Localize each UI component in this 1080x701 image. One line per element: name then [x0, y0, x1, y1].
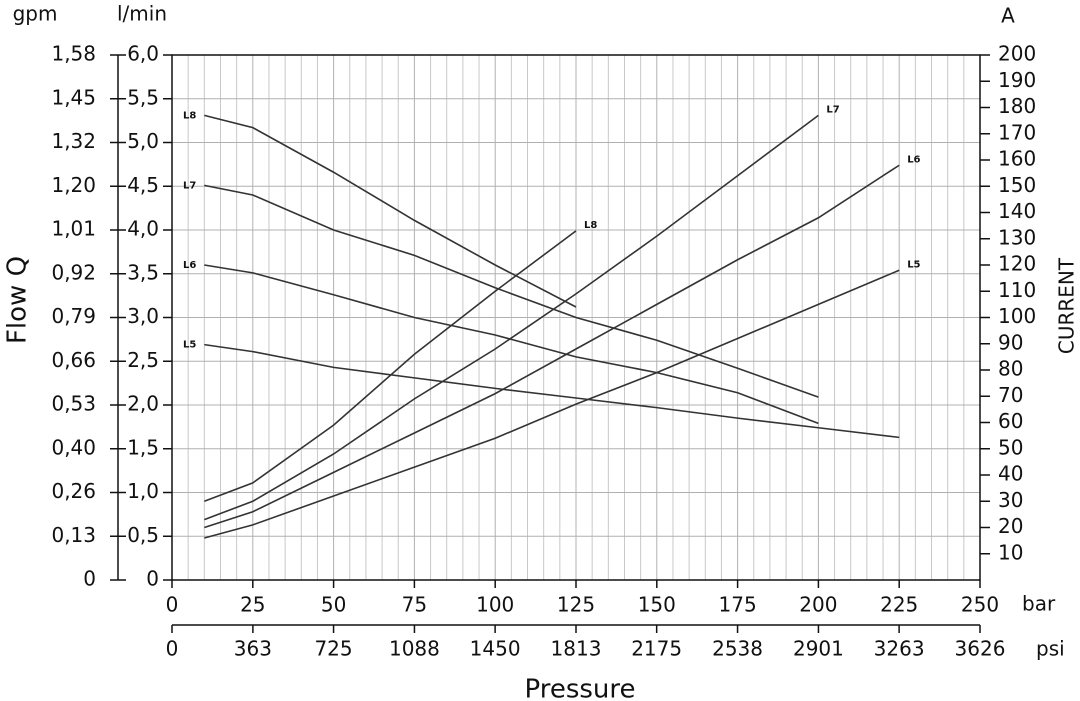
y-tick-label: 3,0 [127, 304, 159, 328]
psi-tick-label: 3626 [955, 637, 1006, 661]
x-tick-label: 75 [402, 593, 427, 617]
y2-tick-label: 70 [998, 383, 1023, 407]
y2-tick-label: 80 [998, 357, 1023, 381]
series-line [204, 343, 900, 439]
y2-tick-label: 10 [998, 540, 1023, 564]
series-line [204, 264, 819, 425]
y-tick-label: 1,5 [127, 435, 159, 459]
psi-tick-label: 2538 [712, 637, 763, 661]
bar-unit: bar [1022, 592, 1056, 616]
psi-tick-label: 1450 [470, 637, 521, 661]
psi-tick-label: 363 [234, 637, 272, 661]
psi-tick-label: 3263 [874, 637, 925, 661]
y2-tick-label: 130 [998, 225, 1036, 249]
series-label: L6 [907, 154, 920, 165]
gpm-tick-label: 1,01 [51, 217, 96, 241]
series-line [204, 164, 900, 529]
gpm-tick-label: 0,13 [51, 523, 96, 547]
x-tick-label: 250 [961, 593, 999, 617]
gpm-tick-label: 1,20 [51, 173, 96, 197]
y2-tick-label: 50 [998, 435, 1023, 459]
y2-tick-label: 30 [998, 488, 1023, 512]
y-tick-label: 0 [146, 567, 159, 591]
gpm-tick-label: 1,58 [51, 42, 96, 66]
gpm-tick-label: 0,53 [51, 392, 96, 416]
y2-tick-label: 170 [998, 120, 1036, 144]
series-label: L8 [183, 110, 196, 121]
x-tick-label: 225 [880, 593, 918, 617]
y2-tick-label: 100 [998, 304, 1036, 328]
series-label: L5 [183, 340, 196, 351]
lmin-unit: l/min [117, 2, 167, 26]
y2-tick-label: 120 [998, 252, 1036, 276]
x-tick-label: 200 [799, 593, 837, 617]
x-tick-label: 125 [557, 593, 595, 617]
series-label: L8 [584, 220, 597, 231]
gpm-tick-label: 0,66 [51, 348, 96, 372]
series-label: L6 [183, 260, 196, 271]
y-tick-label: 5,5 [127, 85, 159, 109]
y2-tick-label: 180 [998, 94, 1036, 118]
gpm-tick-label: 1,32 [51, 129, 96, 153]
y-tick-label: 3,5 [127, 260, 159, 284]
psi-tick-label: 2901 [793, 637, 844, 661]
series-line [204, 114, 577, 308]
y2-tick-label: 200 [998, 42, 1036, 66]
x-tick-label: 100 [476, 593, 514, 617]
current-unit: A [1001, 4, 1015, 28]
y-tick-label: 1,0 [127, 479, 159, 503]
gpm-tick-label: 0,40 [51, 435, 96, 459]
y-tick-label: 2,0 [127, 392, 159, 416]
gpm-tick-label: 0 [83, 567, 96, 591]
x-axis-label: Pressure [524, 675, 635, 701]
gpm-tick-label: 0,26 [51, 479, 96, 503]
y2-tick-label: 90 [998, 330, 1023, 354]
y-tick-label: 2,5 [127, 348, 159, 372]
y2-tick-label: 110 [998, 278, 1036, 302]
gpm-tick-label: 1,45 [51, 85, 96, 109]
psi-tick-label: 725 [314, 637, 352, 661]
y-tick-label: 4,5 [127, 173, 159, 197]
series-label: L7 [826, 104, 839, 115]
psi-tick-label: 1813 [551, 637, 602, 661]
y2-tick-label: 40 [998, 462, 1023, 486]
series-line [204, 269, 900, 539]
series-line [204, 184, 819, 398]
x-tick-label: 50 [321, 593, 346, 617]
x-tick-label: 175 [719, 593, 757, 617]
psi-unit: psi [1036, 637, 1065, 661]
series-label: L7 [183, 180, 196, 191]
psi-tick-label: 2175 [631, 637, 682, 661]
y-tick-label: 4,0 [127, 217, 159, 241]
x-tick-label: 0 [166, 593, 179, 617]
y-tick-label: 6,0 [127, 42, 159, 66]
y2-tick-label: 60 [998, 409, 1023, 433]
plot-frame [171, 54, 981, 581]
gpm-unit: gpm [13, 2, 58, 26]
y2-tick-label: 140 [998, 199, 1036, 223]
y-tick-label: 5,0 [127, 129, 159, 153]
gpm-tick-label: 0,92 [51, 260, 96, 284]
psi-tick-label: 1088 [389, 637, 440, 661]
y2-tick-label: 160 [998, 147, 1036, 171]
series-label: L5 [907, 259, 920, 270]
y2-tick-label: 190 [998, 68, 1036, 92]
psi-tick-label: 0 [166, 637, 179, 661]
y2-axis-label: CURRENT [1055, 257, 1079, 354]
y-tick-label: 0,5 [127, 523, 159, 547]
y2-tick-label: 20 [998, 514, 1023, 538]
gpm-tick-label: 0,79 [51, 304, 96, 328]
y-axis-label: Flow Q [3, 256, 33, 344]
x-tick-label: 150 [638, 593, 676, 617]
y2-tick-label: 150 [998, 173, 1036, 197]
x-tick-label: 25 [240, 593, 265, 617]
series-line [204, 114, 819, 521]
series-line [204, 230, 577, 502]
